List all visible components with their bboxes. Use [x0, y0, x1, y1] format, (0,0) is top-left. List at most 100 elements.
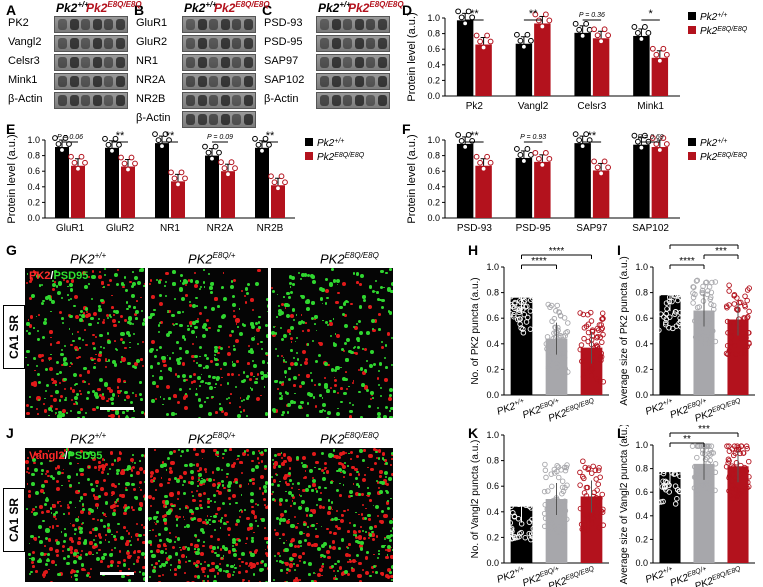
- puncta: [309, 393, 313, 397]
- puncta: [213, 357, 216, 360]
- puncta: [89, 508, 94, 513]
- point-E: [202, 143, 208, 150]
- puncta: [336, 412, 340, 417]
- puncta: [325, 470, 330, 474]
- puncta: [282, 411, 285, 414]
- puncta: [129, 400, 133, 404]
- puncta: [288, 568, 292, 572]
- puncta: [203, 286, 206, 288]
- puncta: [232, 363, 237, 367]
- puncta: [125, 467, 130, 472]
- puncta: [46, 481, 49, 483]
- puncta: [331, 545, 336, 550]
- blot-C-strip-3: [316, 73, 390, 90]
- point-F: [528, 152, 534, 158]
- puncta: [55, 487, 60, 491]
- puncta: [320, 491, 323, 494]
- puncta: [332, 480, 335, 483]
- puncta: [197, 480, 199, 483]
- puncta: [250, 322, 254, 326]
- puncta: [202, 281, 206, 284]
- puncta: [155, 349, 158, 352]
- puncta: [261, 347, 264, 350]
- puncta: [307, 526, 309, 529]
- puncta: [205, 477, 209, 482]
- puncta: [82, 319, 85, 322]
- puncta: [139, 392, 143, 397]
- point-I: [708, 301, 714, 308]
- puncta: [70, 279, 75, 283]
- puncta: [367, 466, 369, 469]
- puncta: [62, 550, 65, 553]
- puncta: [235, 458, 238, 461]
- puncta: [130, 284, 134, 288]
- puncta: [84, 568, 87, 571]
- puncta: [217, 345, 222, 350]
- puncta: [38, 354, 43, 359]
- point-D: [598, 38, 605, 45]
- puncta: [386, 501, 390, 505]
- point-F: [532, 149, 539, 156]
- puncta: [40, 283, 44, 286]
- puncta: [248, 523, 253, 528]
- puncta: [201, 326, 204, 329]
- puncta: [279, 480, 281, 483]
- puncta: [226, 473, 229, 476]
- puncta: [361, 371, 366, 376]
- puncta: [312, 279, 316, 284]
- puncta: [100, 470, 105, 474]
- puncta: [314, 460, 319, 465]
- puncta: [172, 322, 175, 326]
- puncta: [140, 552, 145, 557]
- point-F: [517, 152, 524, 158]
- blot-band: [81, 57, 90, 68]
- point-K: [581, 490, 588, 496]
- puncta: [164, 285, 166, 288]
- puncta: [334, 525, 338, 529]
- puncta: [133, 312, 137, 316]
- puncta: [62, 468, 65, 471]
- point-K: [542, 461, 548, 468]
- puncta: [288, 296, 292, 300]
- point-D: [594, 32, 601, 39]
- point-H: [514, 289, 521, 296]
- puncta: [348, 543, 352, 546]
- puncta: [228, 334, 232, 338]
- y-tick-label-H: 1.0: [486, 262, 499, 272]
- puncta: [162, 500, 166, 504]
- puncta: [153, 480, 156, 482]
- puncta: [63, 540, 66, 544]
- puncta: [334, 333, 337, 335]
- blot-band: [115, 95, 125, 106]
- puncta: [216, 486, 220, 489]
- puncta: [122, 558, 126, 562]
- sig-label-D: *: [648, 8, 653, 20]
- point-H: [577, 310, 583, 316]
- puncta: [289, 557, 293, 561]
- puncta: [196, 560, 201, 564]
- puncta: [113, 537, 117, 541]
- puncta: [81, 567, 85, 572]
- puncta: [120, 471, 125, 476]
- puncta: [73, 552, 78, 557]
- puncta: [274, 332, 277, 335]
- puncta: [240, 493, 243, 496]
- puncta: [115, 310, 120, 315]
- puncta: [320, 564, 325, 568]
- puncta: [131, 461, 134, 464]
- x-label-F-0: PSD-93: [457, 223, 492, 234]
- puncta: [232, 494, 237, 499]
- puncta: [186, 524, 191, 529]
- puncta: [263, 527, 266, 530]
- puncta: [190, 325, 193, 327]
- puncta: [377, 490, 381, 495]
- puncta: [67, 474, 72, 479]
- blot-band: [58, 19, 67, 30]
- puncta: [253, 375, 255, 378]
- puncta: [282, 380, 285, 383]
- puncta: [195, 506, 199, 511]
- puncta: [150, 471, 155, 476]
- puncta: [49, 459, 52, 463]
- puncta: [276, 293, 279, 296]
- puncta: [153, 309, 156, 312]
